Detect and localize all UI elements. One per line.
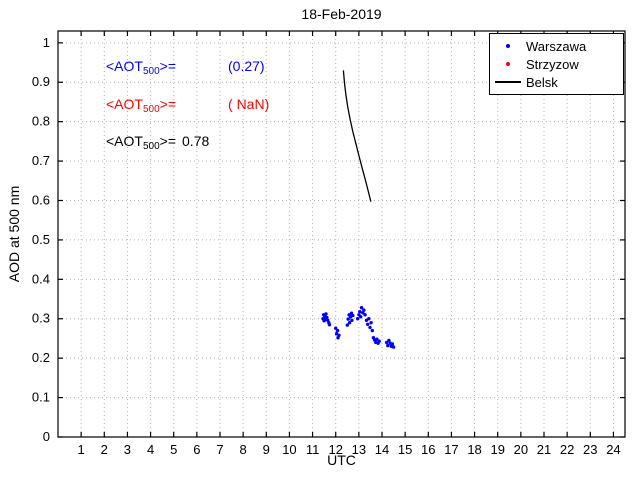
legend-marker-cell	[490, 81, 526, 83]
x-tick-label: 10	[282, 442, 296, 457]
x-tick-label: 21	[537, 442, 551, 457]
legend-label: Warszawa	[526, 38, 587, 54]
x-axis-label: UTC	[327, 452, 356, 468]
data-point-warszawa	[363, 313, 367, 317]
data-point-warszawa	[366, 322, 370, 326]
data-point-warszawa	[384, 340, 389, 345]
legend-item-belsk: Belsk	[490, 73, 623, 91]
legend-label: Strzyzow	[526, 56, 579, 72]
x-tick-label: 4	[147, 442, 154, 457]
data-point-warszawa	[362, 308, 366, 312]
data-point-warszawa	[324, 312, 328, 316]
y-tick-label: 1	[43, 35, 50, 50]
data-point-warszawa	[368, 325, 372, 330]
y-axis-label: AOD at 500 nm	[6, 185, 22, 283]
y-tick-label: 0.4	[32, 271, 50, 286]
y-tick-label: 0.9	[32, 74, 50, 89]
data-point-warszawa	[359, 306, 364, 310]
x-tick-label: 16	[421, 442, 435, 457]
scatter-marker-icon	[506, 62, 510, 66]
annotation-strzyzow-mean: <AOT500>= ( NaN)	[106, 96, 269, 115]
x-tick-label: 17	[444, 442, 458, 457]
data-point-warszawa	[350, 318, 354, 322]
data-point-warszawa	[356, 317, 360, 321]
data-point-warszawa	[335, 328, 340, 333]
annotation-value: ( NaN)	[228, 96, 270, 112]
y-tick-label: 0.3	[32, 311, 50, 326]
line-marker-icon	[495, 81, 521, 83]
axes-box	[57, 30, 626, 438]
annotation-value: 0.78	[182, 133, 210, 149]
data-point-warszawa	[346, 317, 350, 321]
y-tick-label: 0.7	[32, 153, 50, 168]
data-point-warszawa	[334, 332, 339, 336]
x-tick-label: 6	[193, 442, 200, 457]
annotation-warszawa-mean: <AOT500>= (0.27)	[106, 58, 265, 77]
data-point-warszawa	[345, 323, 349, 327]
data-point-warszawa	[370, 328, 374, 333]
y-tick-label: 0.2	[32, 350, 50, 365]
data-point-warszawa	[359, 315, 363, 319]
x-tick-label: 22	[560, 442, 574, 457]
x-tick-label: 8	[240, 442, 247, 457]
x-tick-label: 24	[606, 442, 620, 457]
x-tick-label: 14	[375, 442, 389, 457]
data-point-warszawa	[325, 315, 329, 320]
x-tick-label: 12	[328, 442, 342, 457]
series-line-belsk	[342, 70, 372, 202]
y-tick-label: 0.5	[32, 232, 50, 247]
annotation-belsk-mean: <AOT500>= 0.78	[106, 133, 209, 152]
data-point-warszawa	[387, 338, 391, 343]
legend-item-strzyzow: Strzyzow	[490, 55, 623, 73]
y-tick-label: 0.8	[32, 114, 50, 129]
legend-marker-cell	[490, 62, 526, 66]
x-tick-label: 20	[514, 442, 528, 457]
x-tick-label: 7	[216, 442, 223, 457]
x-tick-label: 9	[263, 442, 270, 457]
x-tick-label: 2	[101, 442, 108, 457]
annotation-value: (0.27)	[228, 58, 265, 74]
y-tick-label: 0	[43, 429, 50, 444]
legend-label: Belsk	[526, 74, 558, 90]
data-point-warszawa	[337, 333, 341, 337]
annotation-text: <AOT500>=	[106, 96, 177, 115]
x-tick-label: 23	[583, 442, 597, 457]
data-point-warszawa	[367, 317, 371, 321]
x-tick-label: 19	[490, 442, 504, 457]
x-tick-label: 11	[306, 442, 320, 457]
annotation-text: <AOT500>=	[106, 133, 177, 152]
data-point-warszawa	[390, 342, 395, 346]
x-tick-label: 1	[78, 442, 85, 457]
data-point-warszawa	[369, 321, 373, 325]
legend-marker-cell	[490, 44, 526, 48]
chart-title: 18-Feb-2019	[301, 6, 382, 22]
data-point-warszawa	[334, 326, 338, 330]
annotation-text: <AOT500>=	[106, 58, 177, 77]
data-point-warszawa	[347, 321, 352, 325]
x-tick-label: 15	[398, 442, 412, 457]
data-point-warszawa	[361, 311, 365, 315]
legend-item-warszawa: Warszawa	[490, 37, 623, 55]
x-tick-label: 5	[170, 442, 177, 457]
data-point-warszawa	[351, 313, 355, 318]
legend: Warszawa Strzyzow Belsk	[489, 33, 624, 95]
y-tick-label: 0.1	[32, 390, 50, 405]
data-point-warszawa	[377, 339, 381, 343]
y-tick-label: 0.6	[32, 192, 50, 207]
data-point-warszawa	[375, 337, 379, 341]
data-point-warszawa	[391, 345, 396, 349]
data-point-warszawa	[358, 310, 362, 314]
data-point-warszawa	[386, 343, 390, 348]
data-point-warszawa	[327, 323, 332, 327]
x-tick-label: 3	[124, 442, 131, 457]
x-tick-label: 18	[467, 442, 481, 457]
x-tick-label: 13	[352, 442, 366, 457]
scatter-marker-icon	[506, 44, 510, 48]
